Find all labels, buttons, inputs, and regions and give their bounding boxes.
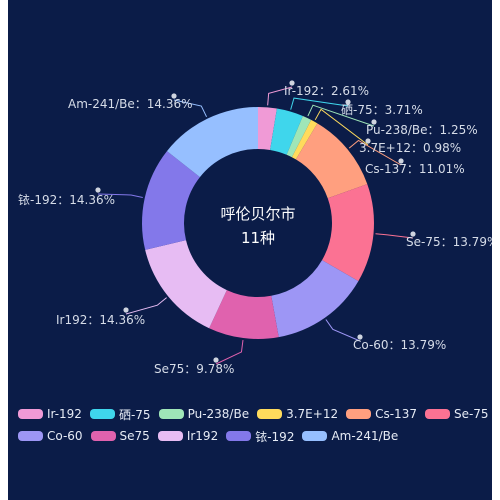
legend-swatch <box>424 409 450 419</box>
leader-dot <box>123 307 129 313</box>
pie-slice[interactable] <box>270 108 303 155</box>
legend-item[interactable]: Co-60 <box>18 429 83 443</box>
chart-panel: Ir-192：2.61% 硒-75：3.71% Pu-238/Be：1.25% 3.7… <box>8 0 492 500</box>
legend-swatch <box>90 431 116 441</box>
legend-item[interactable]: 铱-192 <box>226 428 294 445</box>
legend-label: Ir192 <box>186 429 219 443</box>
leader-line <box>125 297 167 315</box>
leader-line <box>348 139 402 166</box>
pie-slice[interactable] <box>295 123 368 199</box>
leader-dot <box>371 119 377 125</box>
legend-label: Se75 <box>119 429 150 443</box>
leader-dot <box>410 231 416 237</box>
leader-line <box>97 193 143 199</box>
leader-dot <box>213 357 219 363</box>
leader-dot <box>345 99 351 105</box>
legend-label: Ir-192 <box>47 407 82 421</box>
legend-swatch <box>346 409 372 419</box>
legend-item[interactable]: Ir-192 <box>18 407 82 421</box>
legend-label: 3.7E+12 <box>286 407 339 421</box>
pie-slice[interactable] <box>286 116 312 158</box>
data-label: Se-75：13.79% <box>406 235 492 249</box>
leader-dot <box>398 158 404 164</box>
legend-label: Am-241/Be <box>331 429 399 443</box>
pie-slice[interactable] <box>145 240 227 329</box>
leader-dot <box>289 80 295 86</box>
legend-label: Se-75 <box>453 407 489 421</box>
data-label: Co-60：13.79% <box>353 338 446 352</box>
legend-item[interactable]: Cs-137 <box>346 407 417 421</box>
chart-title: 呼伦贝尔市 <box>220 205 295 223</box>
data-label: 铱-192：14.36% <box>18 193 115 207</box>
data-label: Cs-137：11.01% <box>365 162 465 176</box>
data-label: Se75：9.78% <box>154 362 234 376</box>
legend-label: Cs-137 <box>375 407 417 421</box>
legend-swatch <box>257 409 283 419</box>
legend-item[interactable]: Pu-238/Be <box>158 407 250 421</box>
legend-item[interactable]: Am-241/Be <box>302 429 398 443</box>
chart-subtitle: 11种 <box>241 229 275 247</box>
donut-chart: Ir-192：2.61% 硒-75：3.71% Pu-238/Be：1.25% 3.7… <box>18 80 492 376</box>
leader-dot <box>357 334 363 340</box>
leader-line <box>267 86 293 106</box>
data-label: 硒-75：3.71% <box>341 103 423 117</box>
leader-line <box>325 319 361 342</box>
leader-dot <box>95 187 101 193</box>
legend-item[interactable]: Ir192 <box>157 429 219 443</box>
legend-swatch <box>302 431 328 441</box>
legend-swatch <box>18 409 43 419</box>
pie-slice[interactable] <box>209 290 279 339</box>
leader-dot <box>171 93 177 99</box>
legend: Ir-192 硒-75 Pu-238/Be 3.7E+12 Cs-137 Se-75 Co-… <box>18 403 498 447</box>
legend-item[interactable]: 3.7E+12 <box>257 407 338 421</box>
legend-label: Co-60 <box>47 429 83 443</box>
legend-swatch <box>89 409 115 419</box>
legend-swatch <box>157 431 183 441</box>
legend-item[interactable]: Se-75 <box>424 407 489 421</box>
legend-row: Co-60 Se75 Ir192 铱-192 Am-241/Be <box>18 425 498 447</box>
legend-swatch <box>226 431 252 441</box>
leader-line <box>375 233 414 239</box>
pie-slice[interactable] <box>271 260 359 338</box>
pie-slice[interactable] <box>258 107 277 150</box>
legend-item[interactable]: Se75 <box>90 429 150 443</box>
legend-label: 铱-192 <box>255 429 295 444</box>
leader-line <box>314 108 369 146</box>
data-label: Am-241/Be：14.36% <box>68 97 193 111</box>
leader-line <box>307 104 375 127</box>
legend-label: Pu-238/Be <box>187 407 250 421</box>
data-label: Ir192：14.36% <box>56 313 145 327</box>
legend-row: Ir-192 硒-75 Pu-238/Be 3.7E+12 Cs-137 Se-75 <box>18 403 498 425</box>
legend-label: 硒-75 <box>118 407 151 422</box>
legend-swatch <box>18 431 43 441</box>
leader-line <box>215 339 244 365</box>
data-label: Ir-192：2.61% <box>284 84 369 98</box>
legend-swatch <box>158 409 184 419</box>
leader-dot <box>365 138 371 144</box>
data-label: 3.7E+12：0.98% <box>359 141 461 155</box>
pie-slice[interactable] <box>166 106 258 178</box>
data-label: Pu-238/Be：1.25% <box>366 123 478 137</box>
leader-line <box>173 99 208 118</box>
pie-slice[interactable] <box>322 184 374 282</box>
pie-slice[interactable] <box>291 119 318 160</box>
pie-slice[interactable] <box>142 151 200 250</box>
leader-line <box>290 97 349 110</box>
legend-item[interactable]: 硒-75 <box>89 406 151 423</box>
